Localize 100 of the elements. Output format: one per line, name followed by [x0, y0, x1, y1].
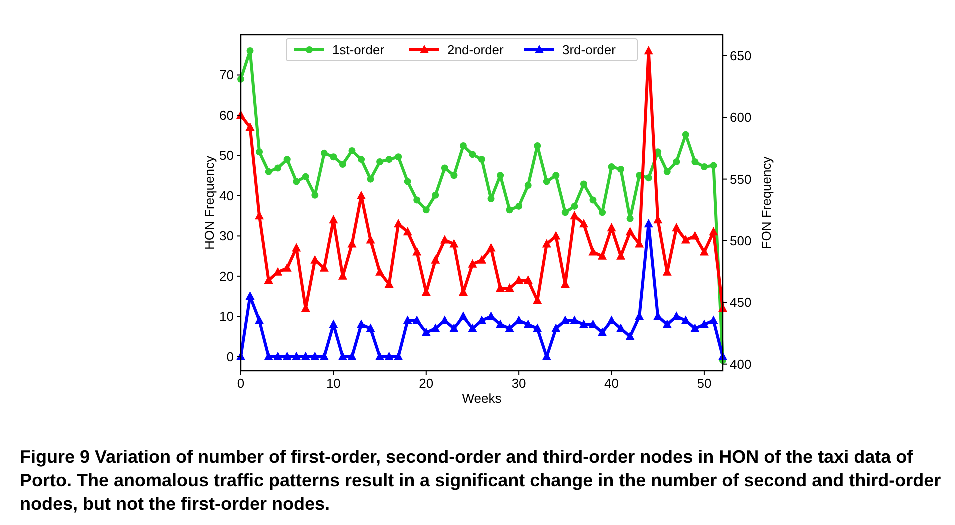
y2-tick-label: 550 [730, 172, 752, 187]
point [570, 316, 580, 324]
y2-tick-label: 450 [730, 295, 752, 310]
point [468, 259, 478, 268]
point [246, 122, 255, 132]
point [432, 192, 440, 199]
point [598, 328, 607, 336]
point [579, 219, 588, 228]
point [450, 324, 459, 332]
y-axis-title: HON Frequency [202, 156, 217, 250]
point [384, 352, 394, 360]
point [626, 227, 635, 236]
point [514, 316, 524, 324]
legend-label: 3rd-order [562, 42, 617, 58]
point [265, 168, 272, 176]
point [358, 156, 365, 164]
point [441, 164, 448, 172]
point [514, 275, 524, 284]
point [450, 239, 459, 248]
point [329, 215, 338, 224]
point [524, 275, 533, 284]
point [644, 219, 654, 228]
point [348, 147, 356, 154]
point [403, 227, 412, 236]
point [543, 178, 550, 186]
point [644, 46, 654, 55]
y2-tick-label: 600 [730, 110, 752, 126]
point [524, 320, 533, 328]
point [690, 324, 700, 332]
x-tick-label: 50 [697, 376, 712, 391]
point [599, 209, 606, 216]
point [580, 180, 588, 188]
point [478, 316, 486, 324]
point [542, 239, 552, 248]
point [274, 352, 283, 360]
point [506, 206, 514, 214]
point [608, 163, 616, 170]
legend-label: 2nd-order [448, 42, 505, 58]
point [339, 161, 346, 168]
point [310, 352, 320, 360]
point [700, 247, 709, 256]
point [664, 168, 671, 176]
y-tick-label: 40 [220, 188, 234, 204]
point [533, 324, 542, 332]
point [330, 154, 338, 161]
point [497, 172, 504, 180]
point [692, 158, 699, 166]
point [626, 332, 635, 340]
y-tick-label: 20 [220, 268, 234, 284]
point [478, 156, 486, 164]
point [690, 231, 700, 240]
point [367, 176, 374, 183]
point [395, 154, 402, 161]
point [450, 172, 458, 180]
point [338, 352, 348, 360]
point [292, 243, 302, 252]
point [348, 352, 357, 360]
point [292, 352, 302, 360]
point [607, 223, 616, 232]
point [681, 235, 690, 244]
point [700, 320, 709, 328]
point [460, 142, 467, 150]
y2-tick-label: 400 [730, 356, 752, 372]
point [357, 190, 366, 200]
point [672, 312, 682, 320]
point [710, 162, 718, 170]
point [626, 215, 634, 222]
point [516, 202, 523, 210]
point [404, 178, 412, 186]
point [673, 158, 680, 166]
point [282, 263, 292, 272]
point [618, 166, 625, 173]
point [672, 223, 682, 232]
point [403, 316, 412, 324]
point [552, 231, 561, 240]
point [274, 267, 283, 276]
legend-label: 1st-order [332, 42, 386, 58]
point [422, 328, 431, 336]
caption: Figure 9 Variation of number of first-order, second-order and third-order nodes in HON of the taxi data of Porto. The anomalous traffic patterns result in a significant change in the number of second and third-order nodes, but not the first-order nodes. [20, 447, 942, 514]
point [366, 324, 376, 332]
point [255, 316, 264, 324]
point [386, 156, 393, 164]
point [293, 178, 300, 186]
point [534, 142, 542, 150]
point [496, 320, 506, 328]
point [320, 150, 328, 157]
point [302, 173, 310, 180]
point [486, 243, 496, 252]
point [246, 48, 254, 55]
point [422, 206, 430, 214]
point [320, 352, 329, 360]
y-tick-label: 70 [220, 68, 234, 83]
point [709, 316, 718, 324]
point [264, 352, 274, 360]
point [431, 255, 440, 264]
y-tick-label: 10 [220, 309, 234, 324]
point [301, 352, 310, 360]
point [524, 182, 532, 189]
x-tick-label: 30 [512, 376, 526, 391]
point [458, 312, 468, 320]
